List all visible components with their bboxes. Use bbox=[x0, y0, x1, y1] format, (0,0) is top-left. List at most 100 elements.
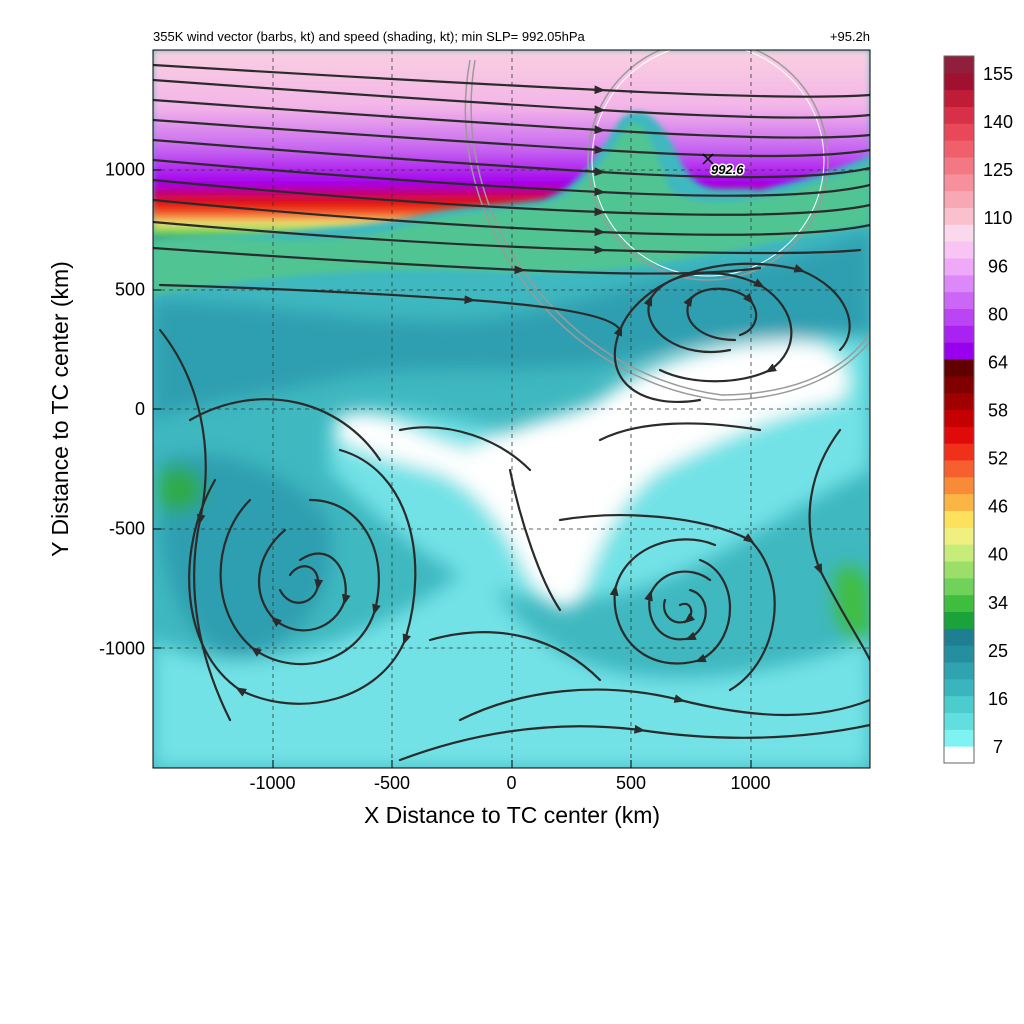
streamline bbox=[158, 283, 622, 332]
streamline bbox=[598, 422, 762, 442]
colorbar-label: 34 bbox=[988, 593, 1008, 613]
colorbar-label: 140 bbox=[983, 112, 1013, 132]
green-patch bbox=[835, 566, 870, 643]
colorbar-label: 155 bbox=[983, 64, 1013, 84]
outer-range-ring-2 bbox=[470, 59, 870, 396]
storm-center-x-icon bbox=[702, 153, 714, 165]
colorbar-label: 96 bbox=[988, 256, 1008, 276]
chart-title: 355K wind vector (barbs, kt) and speed (… bbox=[153, 29, 586, 44]
streamline bbox=[188, 398, 382, 462]
streamline bbox=[153, 198, 870, 237]
colorbar-labels: 7 16 25 34 40 46 52 58 64 80 96 110 125 140 155 bbox=[983, 64, 1013, 757]
x-tick-label: -1000 bbox=[249, 773, 295, 793]
colorbar-swatch bbox=[944, 662, 974, 680]
colorbar-swatch bbox=[944, 241, 974, 259]
streamlines bbox=[153, 63, 870, 762]
colorbar-swatch bbox=[944, 274, 974, 293]
colorbar-swatch bbox=[944, 645, 974, 663]
colorbar-swatch bbox=[944, 157, 974, 175]
forecast-hour-label: +95.2h bbox=[830, 29, 870, 44]
colorbar-swatch bbox=[944, 89, 974, 107]
colorbar-label: 25 bbox=[988, 641, 1008, 661]
colorbar-swatch bbox=[944, 173, 974, 192]
colorbar-label: 80 bbox=[988, 304, 1008, 324]
streamline bbox=[558, 514, 776, 692]
x-tick-labels: -1000 -500 0 500 1000 bbox=[249, 773, 770, 793]
plot-area: 992.6 bbox=[153, 50, 870, 768]
colorbar-swatch bbox=[944, 72, 974, 91]
colorbar-swatch bbox=[944, 594, 974, 612]
colorbar-swatch bbox=[944, 392, 974, 410]
x-tick-label: 500 bbox=[616, 773, 646, 793]
storm-center-label: 992.6 bbox=[711, 162, 744, 177]
green-patch bbox=[160, 466, 205, 512]
colorbar-swatch bbox=[944, 190, 974, 208]
colorbar-label: 52 bbox=[988, 449, 1008, 469]
streamline bbox=[398, 723, 870, 762]
colorbar-label: 46 bbox=[988, 497, 1008, 517]
colorbar-label: 40 bbox=[988, 545, 1008, 565]
colorbar-swatch bbox=[944, 527, 974, 545]
y-tick-label: -500 bbox=[109, 519, 145, 539]
colorbar-swatch bbox=[944, 729, 974, 747]
colorbar-swatch bbox=[944, 611, 974, 629]
x-tick-label: -500 bbox=[374, 773, 410, 793]
colorbar-label: 125 bbox=[983, 160, 1013, 180]
colorbar-swatch bbox=[944, 409, 974, 427]
colorbar-swatch bbox=[944, 746, 974, 764]
x-axis-label: X Distance to TC center (km) bbox=[364, 802, 660, 828]
streamline bbox=[428, 631, 602, 682]
streamline bbox=[153, 220, 862, 255]
y-tick-labels: -1000 -500 0 500 1000 bbox=[99, 160, 145, 659]
light-cyan-region bbox=[153, 560, 870, 768]
streamline bbox=[808, 428, 870, 662]
y-tick-label: 1000 bbox=[105, 160, 145, 180]
axis-ticks bbox=[153, 169, 752, 768]
colorbar-swatch bbox=[944, 342, 974, 360]
colorbar-swatch bbox=[944, 123, 974, 141]
streamline bbox=[153, 63, 870, 98]
streamline bbox=[153, 78, 870, 119]
colorbar-swatch bbox=[944, 460, 974, 478]
colorbar-swatch bbox=[944, 443, 974, 461]
colorbar-label: 110 bbox=[984, 208, 1013, 228]
colorbar-label: 7 bbox=[993, 737, 1003, 757]
colorbar-swatch bbox=[944, 375, 974, 394]
streamline bbox=[153, 158, 870, 197]
colorbar-swatch bbox=[944, 678, 974, 697]
y-tick-label: 0 bbox=[135, 399, 145, 419]
colorbar-swatch bbox=[944, 426, 974, 444]
y-tick-label: 500 bbox=[115, 279, 145, 299]
colorbar-swatch bbox=[944, 628, 974, 646]
colorbar-swatch bbox=[944, 712, 974, 730]
colorbar bbox=[943, 55, 975, 764]
streamline bbox=[398, 426, 532, 472]
y-tick-label: -1000 bbox=[99, 638, 145, 658]
streamline bbox=[153, 138, 870, 179]
colorbar-swatch bbox=[944, 291, 974, 309]
calm-region bbox=[340, 340, 848, 608]
colorbar-label: 58 bbox=[988, 401, 1008, 421]
colorbar-swatch bbox=[944, 140, 974, 158]
streamline bbox=[153, 98, 870, 139]
colorbar-swatch bbox=[944, 476, 974, 495]
colorbar-swatch bbox=[944, 359, 974, 377]
colorbar-swatch bbox=[944, 493, 974, 511]
streamline bbox=[153, 178, 870, 217]
colorbar-frame bbox=[943, 55, 975, 764]
outer-range-ring bbox=[464, 59, 870, 401]
storm-center-marker: 992.6 bbox=[702, 153, 746, 179]
colorbar-swatch bbox=[944, 544, 974, 562]
colorbar-swatch bbox=[944, 224, 974, 242]
streamline bbox=[609, 538, 731, 665]
colorbar-swatch bbox=[944, 258, 974, 276]
colorbar-swatch bbox=[944, 561, 974, 579]
streamline bbox=[458, 688, 870, 722]
streamline bbox=[153, 118, 870, 158]
y-axis-label: Y Distance to TC center (km) bbox=[47, 261, 73, 557]
colorbar-swatch bbox=[944, 207, 974, 225]
x-tick-label: 0 bbox=[506, 773, 516, 793]
colorbar-swatch bbox=[944, 577, 974, 596]
streamline bbox=[188, 448, 417, 705]
